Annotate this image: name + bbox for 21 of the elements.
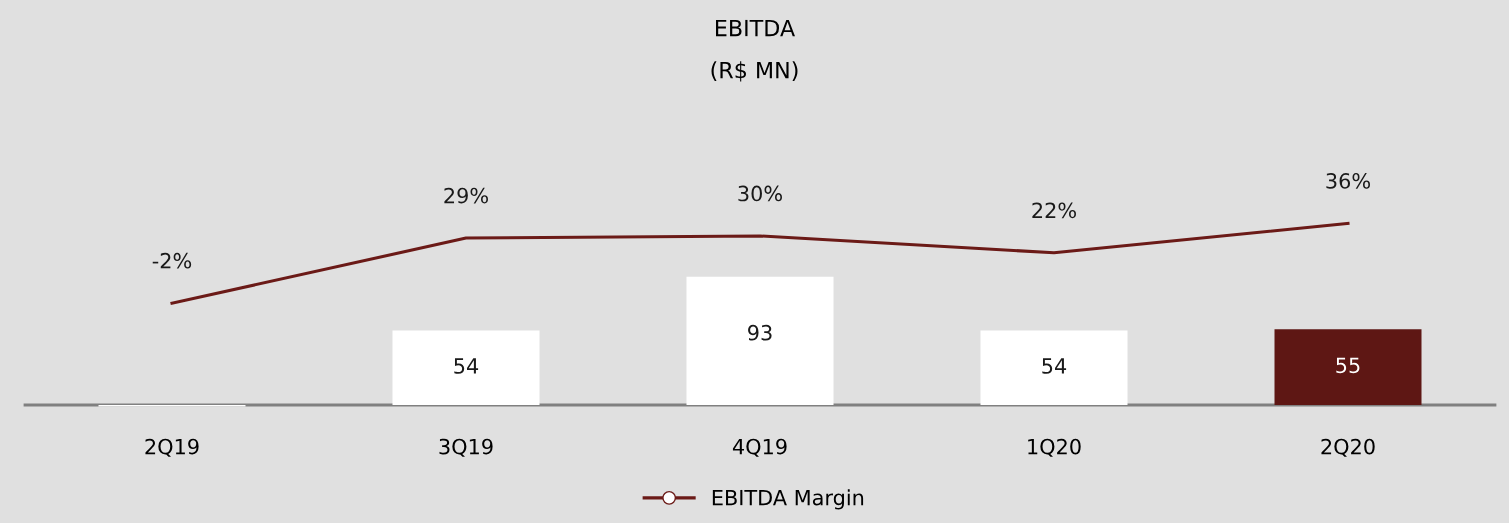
data-label: 22% xyxy=(1032,202,1076,219)
legend-label: EBITDA Margin xyxy=(712,489,864,510)
x-tick-label: 3Q19 xyxy=(439,438,493,457)
x-tick-label: 2Q20 xyxy=(1321,438,1375,457)
data-label: 54 xyxy=(454,358,479,374)
bar xyxy=(980,330,1128,406)
data-label: 30% xyxy=(738,185,782,202)
chart-title: EBITDA xyxy=(716,19,795,37)
data-label: 36% xyxy=(1326,173,1370,189)
data-label: 29% xyxy=(444,187,488,204)
bar xyxy=(1274,329,1422,406)
data-label: -2% xyxy=(152,252,192,269)
x-tick-label: 2Q19 xyxy=(145,438,199,457)
x-tick-label: 4Q19 xyxy=(732,438,787,457)
data-label: 93 xyxy=(748,324,772,341)
chart-subtitle: (R$ MN) xyxy=(711,61,798,82)
x-tick-label: 1Q20 xyxy=(1028,438,1081,457)
bar xyxy=(686,276,834,406)
data-label: 54 xyxy=(1042,358,1067,374)
data-label: 55 xyxy=(1336,357,1360,374)
bar xyxy=(392,330,540,406)
